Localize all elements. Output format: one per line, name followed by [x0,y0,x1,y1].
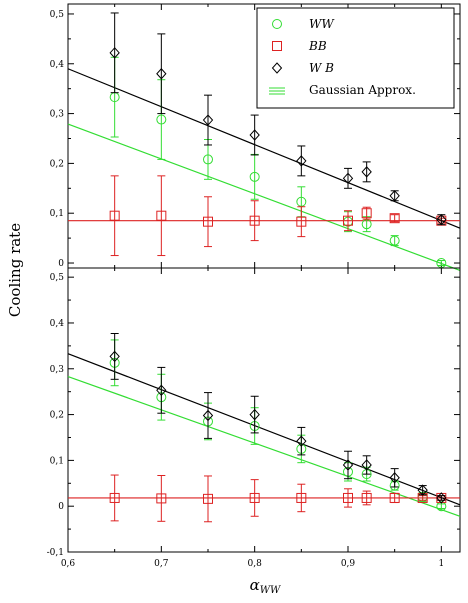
y-tick-label: 0,3 [50,110,65,120]
data-point-wb [361,166,372,178]
data-point-bb [389,492,400,503]
x-axis-label-subscript: WW [260,585,281,596]
fit-line [67,353,461,506]
data-point-bb [249,492,260,503]
legend-label: BB [308,39,327,53]
data-point-bb [296,216,307,227]
data-point-wb [389,472,400,484]
data-point-bb [109,492,120,503]
data-point-wb [202,409,214,422]
data-point-wb [156,384,167,397]
fit-line [67,375,461,517]
x-axis-label-alpha: α [250,576,260,594]
data-point-wb [249,129,260,141]
y-tick-label: 0 [58,259,64,269]
y-tick-label: 0,4 [50,319,65,329]
x-tick-label: 0,7 [154,559,169,569]
legend-label: W B [309,61,334,75]
data-point-bb [361,208,372,219]
data-point-bb [109,210,120,221]
legend-label: Gaussian Approx. [309,83,416,97]
panel-bottom-frame [67,267,461,553]
data-point-bb [343,215,353,226]
fit-line [67,68,461,229]
data-point-wb [156,67,167,80]
x-tick-label: 0,6 [61,559,76,569]
data-point-wb [296,435,307,447]
data-point-wb [436,492,447,504]
data-point-bb [203,216,213,227]
y-tick-label: -0,1 [47,548,64,558]
y-tick-label: 0,1 [50,209,64,219]
data-point-ww [389,235,400,246]
data-point-wb [202,114,214,126]
data-point-wb [342,459,354,471]
y-tick-label: 0,4 [50,60,65,70]
data-point-wb [389,190,400,202]
x-tick-label: 1 [438,559,444,569]
fit-line [67,123,461,272]
data-point-bb [249,215,260,226]
data-point-wb [436,213,447,226]
data-point-bb [296,492,307,503]
data-point-wb [109,47,120,59]
legend-marker-w-b [271,62,283,74]
legend-label: WW [309,17,335,31]
data-point-wb [109,350,120,363]
legend-box [256,7,455,109]
data-point-wb [296,155,307,167]
data-point-bb [203,493,213,504]
legend-marker-ww [272,19,282,29]
x-tick-label: 0,9 [341,559,356,569]
y-tick-label: 0 [58,502,64,512]
data-point-wb [342,172,354,185]
y-tick-label: 0,2 [50,159,64,169]
data-point-bb [156,493,167,504]
data-point-wb [417,484,428,496]
x-tick-label: 0,8 [248,559,263,569]
data-point-bb [343,492,353,503]
data-point-bb [156,210,167,221]
y-tick-label: 0,1 [50,456,64,466]
data-point-ww [249,171,260,182]
legend-marker-bb [272,41,282,51]
data-point-bb [389,213,400,224]
y-tick-label: 0,5 [50,10,65,20]
data-point-ww [203,154,213,165]
data-point-wb [249,408,260,421]
y-tick-label: 0,3 [50,365,65,375]
data-point-ww [156,114,167,125]
y-axis-label: Cooling rate [6,223,24,317]
x-axis-label: αWW [250,576,281,596]
y-tick-label: 0,2 [50,411,64,421]
data-point-wb [361,459,372,471]
y-tick-label: 0,5 [50,273,65,283]
data-point-bb [361,492,372,503]
data-point-ww [436,501,447,512]
